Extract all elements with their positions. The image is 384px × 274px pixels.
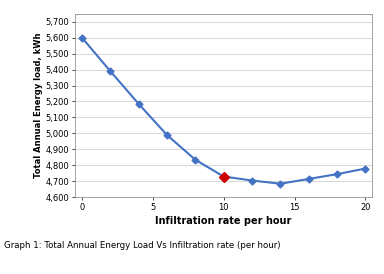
Text: Graph 1: Total Annual Energy Load Vs Infiltration rate (per hour): Graph 1: Total Annual Energy Load Vs Inf… [4,241,280,250]
Y-axis label: Total Annual Energy load, kWh: Total Annual Energy load, kWh [34,33,43,178]
X-axis label: Infiltration rate per hour: Infiltration rate per hour [156,216,292,226]
